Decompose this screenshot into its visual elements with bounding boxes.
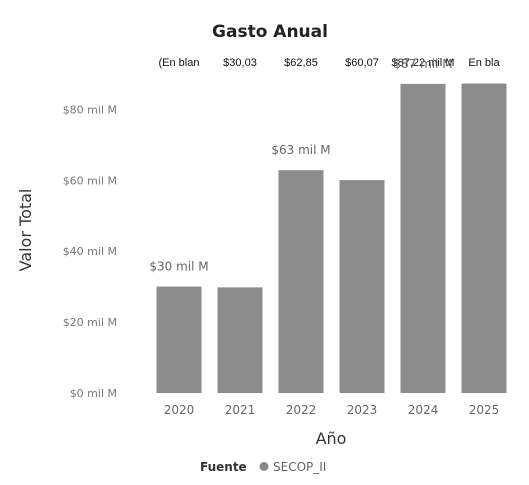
bar-2020[interactable] [156,286,202,393]
bar-2021[interactable] [217,287,263,393]
bar-2025[interactable] [461,83,507,393]
top-value-label: $62,85 [284,57,318,69]
chart-title: Gasto Anual [212,22,328,42]
bars [156,83,507,394]
y-tick-label: $80 mil M [63,103,117,116]
top-value-label: $30,03 [223,57,257,69]
x-tick-label: 2025 [469,403,500,417]
top-value-label: $60,07 [345,57,379,69]
x-tick-label: 2020 [164,403,195,417]
data-label: $30 mil M [149,260,208,274]
top-value-label: $87,22 mil M [392,57,455,69]
top-value-label: (En blan [159,57,200,69]
top-labels: (En blan $30,03 $62,85 $60,07 $87,22 mil M En… [159,57,501,69]
legend-swatch-secop-ii [259,462,269,471]
y-tick-label: $40 mil M [63,245,117,258]
x-tick-label: 2021 [225,403,256,417]
x-axis-ticks: 2020 2021 2022 2023 2024 2025 [164,403,500,417]
legend[interactable]: Fuente SECOP_II [200,460,326,474]
data-label: $87 mil M [393,57,452,71]
x-tick-label: 2024 [408,403,439,417]
bar-2024[interactable] [400,83,446,394]
x-axis-title: Año [316,429,347,448]
y-tick-label: $0 mil M [70,387,117,400]
y-tick-label: $20 mil M [63,316,117,329]
bar-2023[interactable] [339,180,385,393]
y-axis-title: Valor Total [16,189,35,272]
legend-label-secop-ii: SECOP_II [273,460,326,474]
x-tick-label: 2023 [347,403,378,417]
bar-2022[interactable] [278,170,324,393]
legend-title: Fuente [200,460,247,474]
y-tick-label: $60 mil M [63,174,117,187]
x-tick-label: 2022 [286,403,317,417]
y-axis-ticks: $0 mil M $20 mil M $40 mil M $60 mil M $80 m… [63,103,117,400]
data-labels: $30 mil M $63 mil M $87 mil M [149,57,452,274]
data-label: $63 mil M [271,143,330,157]
top-value-label: En bla [468,57,500,69]
